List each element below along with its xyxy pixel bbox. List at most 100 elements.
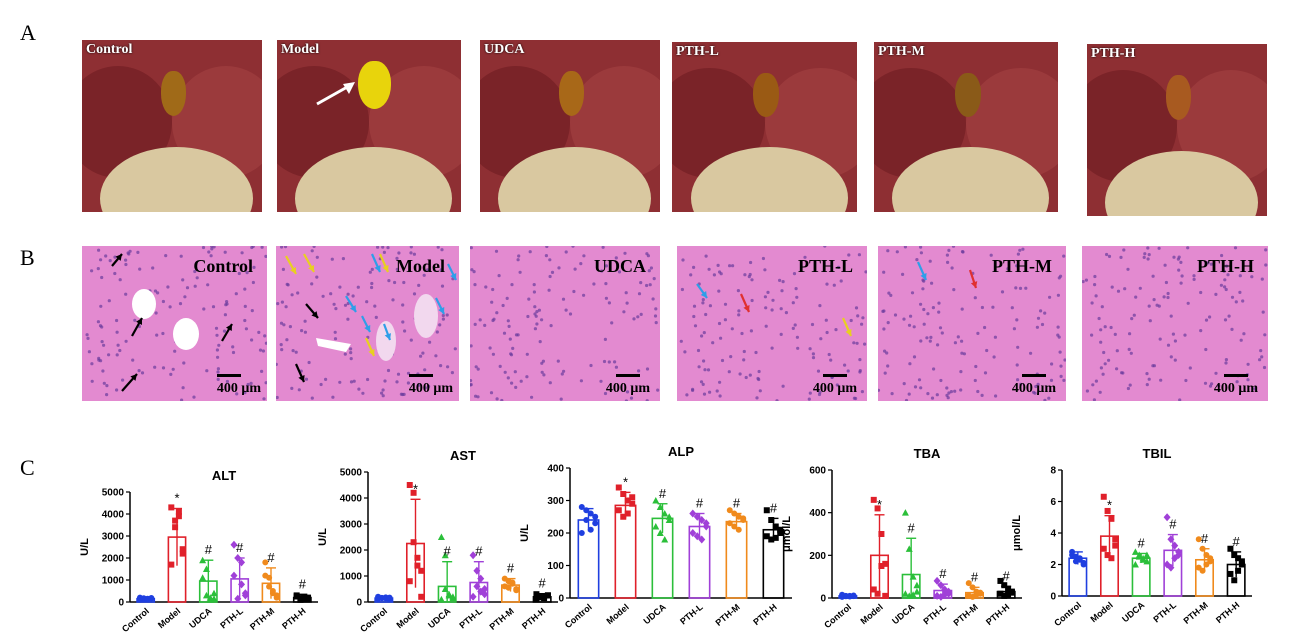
data-point <box>473 582 481 591</box>
x-tick-label: PTH-M <box>952 602 980 628</box>
gallbladder <box>357 60 392 109</box>
data-point <box>537 594 544 601</box>
data-point <box>615 507 622 514</box>
scale-label: 400 μm <box>408 381 453 396</box>
x-tick-label: PTH-M <box>714 602 742 628</box>
data-point <box>199 574 207 581</box>
data-point <box>1069 548 1076 555</box>
data-point <box>735 526 742 533</box>
significance-mark: # <box>1003 568 1011 583</box>
data-point <box>969 584 976 591</box>
significance-mark: # <box>236 540 244 555</box>
chart-title: TBA <box>914 446 941 461</box>
data-point <box>878 531 885 537</box>
y-tick-label: 100 <box>547 561 564 572</box>
data-point <box>1167 535 1175 544</box>
data-point <box>1076 555 1083 562</box>
significance-mark: # <box>299 576 307 591</box>
data-point <box>179 550 186 557</box>
data-point <box>437 595 445 603</box>
gallbladder <box>753 72 780 117</box>
scale-label: 400 μm <box>605 381 650 396</box>
data-point <box>661 536 669 543</box>
data-point <box>941 585 949 594</box>
significance-mark: # <box>733 496 741 511</box>
data-point <box>1238 561 1245 568</box>
data-point <box>1100 493 1107 500</box>
y-tick-label: 400 <box>547 464 564 475</box>
data-point <box>937 581 945 590</box>
gallbladder <box>1166 74 1192 120</box>
bar-pth-m <box>725 520 748 599</box>
data-point <box>297 595 304 602</box>
scale-bar <box>1224 374 1248 377</box>
data-point <box>1100 545 1107 552</box>
data-point <box>587 510 594 517</box>
histology-control: Control 400 μm <box>82 246 267 401</box>
data-point <box>882 560 889 567</box>
data-point <box>777 526 784 533</box>
data-point <box>693 512 701 521</box>
chart-title: AST <box>450 448 476 463</box>
data-point <box>933 576 941 585</box>
histology-label-pth-h: PTH-H <box>1197 256 1254 276</box>
data-point <box>1143 551 1151 559</box>
data-point <box>386 594 393 601</box>
y-tick-label: 4000 <box>340 494 363 505</box>
significance-mark: # <box>507 561 515 576</box>
significance-mark: # <box>1233 534 1241 549</box>
data-point <box>624 497 631 504</box>
y-axis-label: U/L <box>79 538 91 556</box>
y-tick-label: 0 <box>558 594 564 605</box>
data-point <box>768 517 775 523</box>
gross-photo-udca: UDCA <box>480 40 660 212</box>
data-point <box>615 484 622 491</box>
x-tick-label: Control <box>1052 600 1083 628</box>
data-point <box>1005 586 1012 593</box>
gross-photo-pth-m: PTH-M <box>874 42 1058 212</box>
x-tick-label: PTH-L <box>1151 600 1178 625</box>
data-point <box>578 530 585 536</box>
x-tick-label: Control <box>822 602 853 630</box>
data-point <box>1171 554 1179 563</box>
data-point <box>997 590 1004 597</box>
data-point <box>1195 536 1202 543</box>
y-tick-label: 0 <box>1050 592 1056 603</box>
data-point <box>168 504 175 511</box>
photo-label-control: Control <box>86 42 133 57</box>
y-tick-label: 5000 <box>340 468 363 479</box>
x-tick-label: UDCA <box>1120 600 1147 625</box>
x-tick-label: UDCA <box>187 606 214 631</box>
data-point <box>913 588 921 595</box>
y-tick-label: 2000 <box>102 554 125 565</box>
histology-arrows <box>878 246 1066 401</box>
data-point <box>578 504 585 510</box>
y-tick-label: 5000 <box>102 488 125 499</box>
x-tick-label: PTH-L <box>678 602 705 627</box>
histology-label-model: Model <box>396 256 445 276</box>
y-tick-label: 4000 <box>102 510 125 521</box>
data-point <box>410 539 417 546</box>
data-point <box>656 529 664 536</box>
x-tick-label: PTH-L <box>218 606 245 631</box>
y-tick-label: 200 <box>809 551 826 562</box>
y-tick-label: 0 <box>820 594 826 605</box>
data-point <box>1171 541 1179 550</box>
data-point <box>905 545 913 552</box>
x-tick-label: PTH-H <box>751 602 778 627</box>
data-point <box>941 590 949 599</box>
data-point <box>1199 567 1206 574</box>
data-point <box>772 523 779 530</box>
data-point <box>726 520 733 527</box>
data-point <box>509 579 516 586</box>
data-point <box>210 589 218 597</box>
data-point <box>1080 559 1087 566</box>
significance-mark: # <box>267 550 275 565</box>
y-tick-label: 6 <box>1050 497 1056 508</box>
data-point <box>1108 515 1115 522</box>
data-point <box>541 593 548 600</box>
scale-label: 400 μm <box>1213 381 1258 396</box>
data-point <box>870 496 877 503</box>
data-point <box>693 532 701 541</box>
data-point <box>698 535 706 544</box>
